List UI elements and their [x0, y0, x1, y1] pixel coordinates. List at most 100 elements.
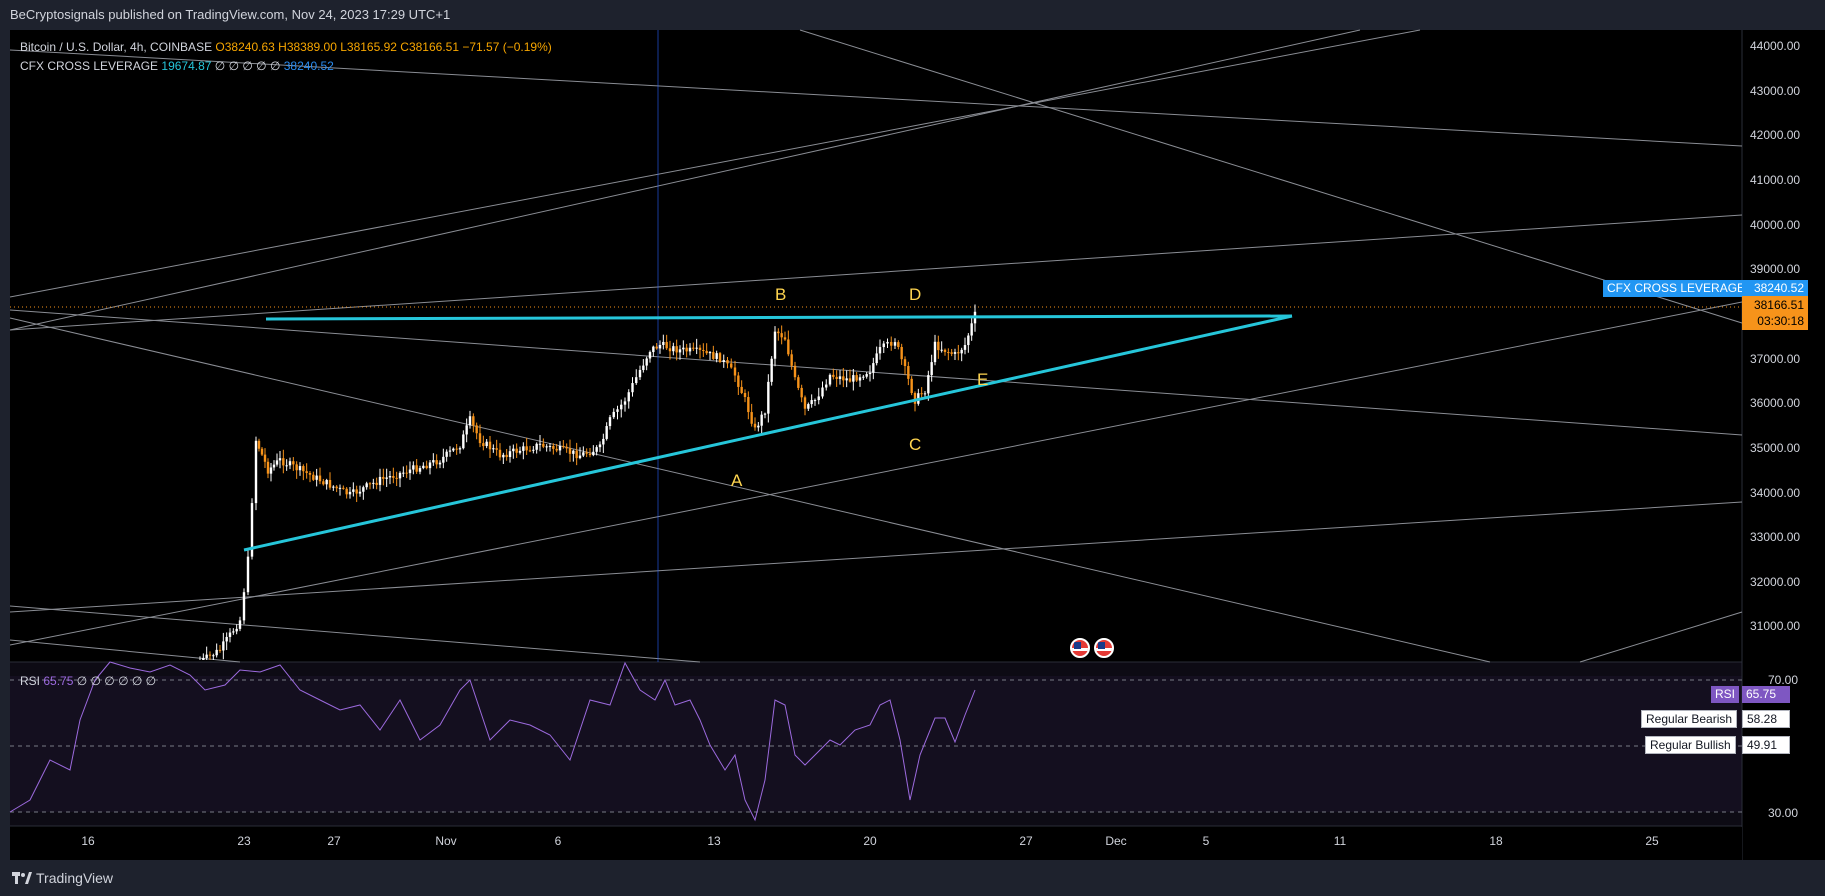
candle-body: [842, 376, 845, 381]
price-label: 36000.00: [1750, 396, 1800, 410]
wave-label-c[interactable]: C: [909, 435, 921, 454]
tradingview-icon: [12, 872, 32, 884]
cfx-indicator-legend[interactable]: CFX CROSS LEVERAGE 19674.87 ∅ ∅ ∅ ∅ ∅ 38…: [20, 59, 334, 73]
candle-body: [595, 447, 598, 452]
candle-body: [278, 458, 282, 461]
candle-body: [813, 400, 817, 402]
candle-body: [365, 483, 368, 488]
candle-body: [886, 341, 889, 344]
candle-body: [282, 458, 285, 466]
wave-label-e[interactable]: E: [977, 370, 988, 389]
candle-body: [375, 482, 378, 485]
price-pane[interactable]: [10, 30, 1742, 662]
grey-line[interactable]: [799, 29, 1743, 324]
candle-body: [269, 467, 273, 474]
wave-label-a[interactable]: A: [731, 471, 743, 490]
candle-body: [445, 451, 448, 457]
triangle-support-line[interactable]: [243, 314, 1293, 552]
candle-body: [335, 486, 338, 489]
wave-label-d[interactable]: D: [909, 285, 921, 304]
candle-body: [947, 352, 950, 354]
candle-body: [957, 352, 960, 354]
grey-line[interactable]: [9, 301, 1743, 646]
candle-body: [257, 440, 261, 449]
regular-bullish-label: Regular Bullish: [1645, 736, 1736, 754]
wave-label-b[interactable]: B: [775, 285, 786, 304]
candle-body: [422, 465, 425, 469]
candle-body: [568, 448, 572, 454]
time-axis[interactable]: [10, 827, 1742, 860]
candle-body: [475, 425, 478, 434]
triangle-resistance-line[interactable]: [265, 314, 1293, 321]
tradingview-logo[interactable]: TradingView: [12, 860, 113, 896]
price-label: 33000.00: [1750, 530, 1800, 544]
rsi-line[interactable]: [9, 661, 976, 822]
candle-body: [662, 341, 665, 345]
grey-line[interactable]: [9, 605, 701, 663]
rsi-legend[interactable]: RSI 65.75 ∅ ∅ ∅ ∅ ∅ ∅: [20, 674, 156, 688]
candle-body: [438, 462, 442, 465]
cfx-name[interactable]: CFX CROSS LEVERAGE: [20, 59, 159, 73]
candle-body: [588, 453, 592, 456]
candle-body: [238, 620, 242, 629]
grey-line[interactable]: [9, 501, 1743, 613]
grey-line[interactable]: [9, 639, 241, 663]
candle-body: [695, 347, 698, 349]
candle-body: [368, 483, 372, 485]
us-flag-event-icon[interactable]: [1094, 638, 1114, 658]
ohlc-change: −71.57 (−0.19%): [462, 40, 552, 54]
grey-line[interactable]: [9, 317, 1491, 663]
candle-body: [328, 479, 332, 488]
candle-body: [242, 592, 246, 621]
price-label: 39000.00: [1750, 262, 1800, 276]
candle-body: [913, 392, 917, 404]
candle-body: [631, 383, 634, 393]
candle-body: [862, 376, 865, 378]
candle-body: [515, 448, 518, 453]
candle-body: [266, 461, 270, 474]
candle-body: [272, 464, 276, 468]
candle-body: [312, 474, 315, 480]
candle-body: [797, 377, 800, 388]
candles[interactable]: [199, 304, 977, 660]
candle-body: [612, 411, 615, 418]
candle-body: [315, 475, 318, 480]
candle-body: [838, 376, 842, 379]
candle-body: [940, 349, 943, 351]
grey-line[interactable]: [9, 214, 1743, 331]
grey-line[interactable]: [9, 29, 1421, 298]
candle-body: [950, 352, 953, 354]
candle-body: [635, 377, 638, 384]
candle-body: [602, 438, 605, 445]
candle-body: [482, 443, 485, 447]
rsi-name[interactable]: RSI: [20, 674, 41, 688]
candle-body: [800, 387, 803, 398]
candle-body: [225, 636, 228, 642]
main-legend[interactable]: Bitcoin / U.S. Dollar, 4h, COINBASE O382…: [20, 40, 552, 54]
price-label: 43000.00: [1750, 84, 1800, 98]
grey-line[interactable]: [9, 29, 1361, 331]
symbol-name[interactable]: Bitcoin / U.S. Dollar, 4h, COINBASE: [20, 40, 213, 54]
grey-line[interactable]: [9, 49, 1743, 147]
candle-body: [395, 477, 398, 479]
candle-body: [910, 378, 913, 393]
candle-body: [498, 449, 502, 458]
candle-body: [528, 450, 532, 452]
candle-body: [726, 360, 729, 364]
candle-body: [930, 362, 933, 376]
chart-canvas[interactable]: A B C D E 44000.00 43000.00 42000.00 410…: [0, 0, 1825, 860]
grey-line[interactable]: [9, 309, 1743, 436]
candle-body: [692, 347, 695, 349]
us-flag-event-icon[interactable]: [1070, 638, 1090, 658]
price-label: 42000.00: [1750, 128, 1800, 142]
rsi-placeholders: ∅ ∅ ∅ ∅ ∅ ∅: [76, 674, 157, 688]
grey-line[interactable]: [1579, 611, 1743, 663]
candle-body: [332, 486, 335, 488]
candle-body: [462, 434, 465, 449]
candle-body: [552, 445, 555, 449]
candle-body: [495, 448, 498, 450]
candle-body: [878, 347, 882, 354]
candle-body: [260, 448, 264, 455]
candle-body: [623, 401, 627, 405]
candle-body: [616, 409, 619, 412]
